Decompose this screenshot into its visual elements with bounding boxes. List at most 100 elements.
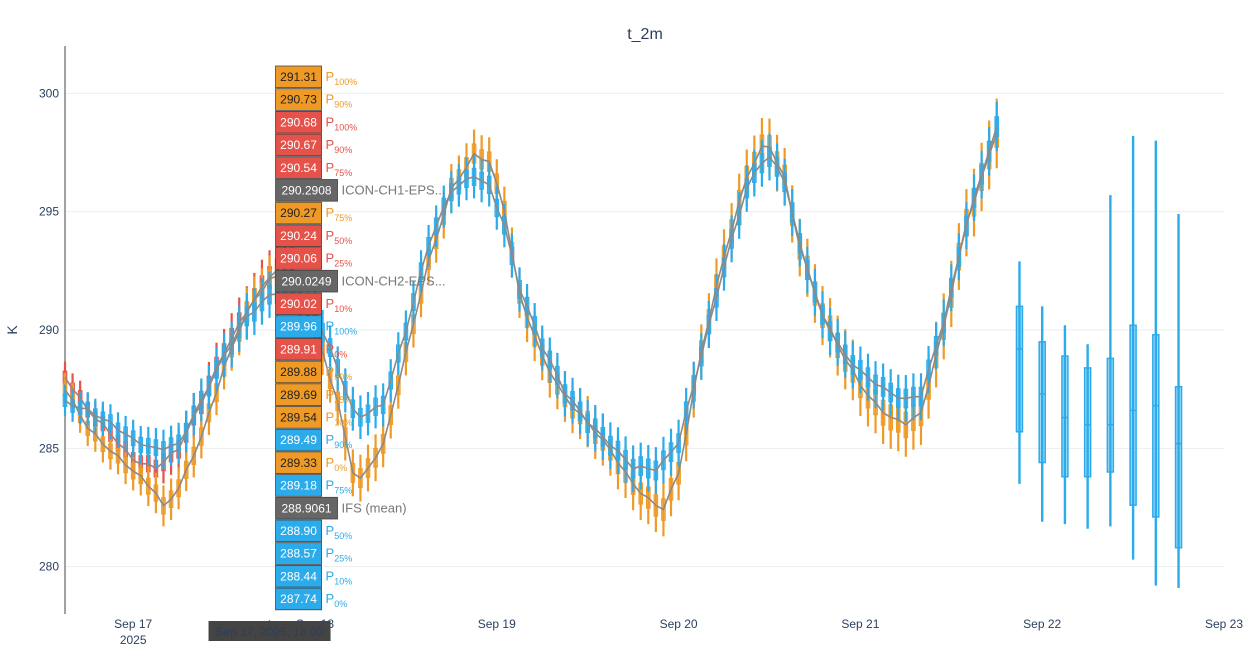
hover-label: P50% <box>326 228 353 246</box>
grid-lines <box>65 92 1224 568</box>
hover-label-sub: 100% <box>334 122 357 132</box>
hover-label-sub: 0% <box>334 349 347 359</box>
hover-value: 289.49 <box>280 433 317 447</box>
y-tick-label: 300 <box>39 86 59 100</box>
box-body <box>1152 333 1160 518</box>
y-tick-label: 295 <box>39 205 59 219</box>
hover-label: P90% <box>326 92 353 110</box>
hover-label-sub: 25% <box>334 395 352 405</box>
hover-value: 289.69 <box>280 388 317 402</box>
hover-label: P100% <box>326 114 358 132</box>
hover-value-box <box>275 201 322 225</box>
mean-line-5 <box>64 133 998 511</box>
hover-value: 291.31 <box>280 70 317 84</box>
hover-label: IFS (mean) <box>342 500 407 515</box>
hover-row: 290.2908 ICON-CH1-EPS... <box>275 179 446 202</box>
y-tick-label: 290 <box>39 323 59 337</box>
hover-label-sub: 50% <box>334 531 352 541</box>
hover-value-box <box>275 428 322 452</box>
hover-value: 288.44 <box>280 569 317 583</box>
hover-value: 290.68 <box>280 115 317 129</box>
series-3 <box>1015 135 1183 588</box>
hover-label: P90% <box>326 432 353 450</box>
hover-label: P75% <box>326 160 353 178</box>
hover-label-sub: 50% <box>334 372 352 382</box>
hover-value: 289.18 <box>280 479 317 493</box>
hover-label-sub: 90% <box>334 145 352 155</box>
hover-value: 290.06 <box>280 252 317 266</box>
x-tick-label: Sep 17 <box>114 617 152 631</box>
hover-label: P25% <box>326 251 353 269</box>
hover-value-box <box>275 337 322 361</box>
plot-area[interactable] <box>62 98 1183 588</box>
hover-row: 289.96 P100% <box>275 315 357 338</box>
hover-value-box <box>275 565 322 588</box>
hover-label: P10% <box>326 410 353 428</box>
hover-row: 289.49 P90% <box>275 428 353 452</box>
x-tick-sublabel: 2025 <box>120 633 147 647</box>
hover-value-box <box>275 88 322 111</box>
hover-row: 290.0249 ICON-CH2-EPS... <box>275 269 446 293</box>
hover-row: 289.54 P10% <box>275 406 353 429</box>
x-tick-label: Sep 23 <box>1205 617 1243 631</box>
hover-row: 287.74 P0% <box>275 587 348 611</box>
hover-value-box <box>275 292 322 316</box>
x-tick-label: Sep 19 <box>478 617 516 631</box>
hover-label-sub: 10% <box>334 576 352 586</box>
hover-row: 291.31 P100% <box>275 65 358 89</box>
y-tick-label: 285 <box>39 441 59 455</box>
hover-value-box <box>275 111 322 134</box>
hover-label: P75% <box>326 205 353 223</box>
hover-value: 290.27 <box>280 206 317 220</box>
hover-label-sub: 100% <box>334 77 357 87</box>
box-body <box>1015 305 1024 433</box>
box-body <box>1106 357 1115 473</box>
box-body <box>1174 386 1183 549</box>
hover-row: 290.68 P100% <box>275 111 358 134</box>
hover-row: 289.91 P0% <box>275 337 347 361</box>
hover-value: 288.9061 <box>281 501 331 515</box>
box-body <box>1038 341 1046 464</box>
hover-row: 289.88 P50% <box>275 360 352 384</box>
hover-value-box <box>275 247 322 270</box>
x-tick-label: Sep 22 <box>1023 617 1061 631</box>
box-body <box>1083 367 1092 478</box>
hover-row: 289.69 P25% <box>275 383 352 406</box>
hover-label-sub: 0% <box>334 463 347 473</box>
hover-value-box <box>275 587 322 611</box>
hover-value: 290.54 <box>280 161 317 175</box>
hover-label: ICON-CH1-EPS... <box>342 183 446 198</box>
hover-value-box <box>275 315 322 338</box>
box-body <box>62 393 68 408</box>
hover-value-box <box>275 360 322 384</box>
hover-row: 290.02 P10% <box>275 292 352 316</box>
hover-value: 290.02 <box>280 297 317 311</box>
y-axis-label: K <box>4 325 20 335</box>
hover-label-sub: 90% <box>334 100 352 110</box>
hover-value-box <box>275 156 322 179</box>
hover-row: 289.18 P75% <box>275 474 352 497</box>
chart-title: t_2m <box>627 26 663 43</box>
hover-label: P0% <box>326 591 348 609</box>
hover-label-sub: 10% <box>334 304 352 314</box>
hover-label-sub: 100% <box>334 327 357 337</box>
hover-x-label: Sep 17, 2025, 18:00 <box>215 625 323 639</box>
hover-label-sub: 75% <box>334 486 352 496</box>
hover-row: 288.90 P50% <box>275 519 353 543</box>
hover-label: P50% <box>326 523 353 541</box>
hover-label: ICON-CH2-EPS... <box>342 273 446 288</box>
hover-value-box <box>275 133 322 157</box>
hover-value-box <box>275 496 338 520</box>
hover-value-box <box>275 179 338 202</box>
hover-row: 290.73 P90% <box>275 88 353 111</box>
hover-row: 290.24 P50% <box>275 224 353 247</box>
hover-value-box <box>275 65 322 89</box>
box-body <box>994 116 1000 137</box>
hover-label-sub: 25% <box>334 554 352 564</box>
hover-row: 288.44 P10% <box>275 565 353 588</box>
hover-label: P10% <box>326 568 353 586</box>
hover-label: P25% <box>326 546 353 564</box>
hover-label: P100% <box>326 69 358 87</box>
hover-value: 289.88 <box>280 365 317 379</box>
hover-value: 290.0249 <box>281 274 331 288</box>
